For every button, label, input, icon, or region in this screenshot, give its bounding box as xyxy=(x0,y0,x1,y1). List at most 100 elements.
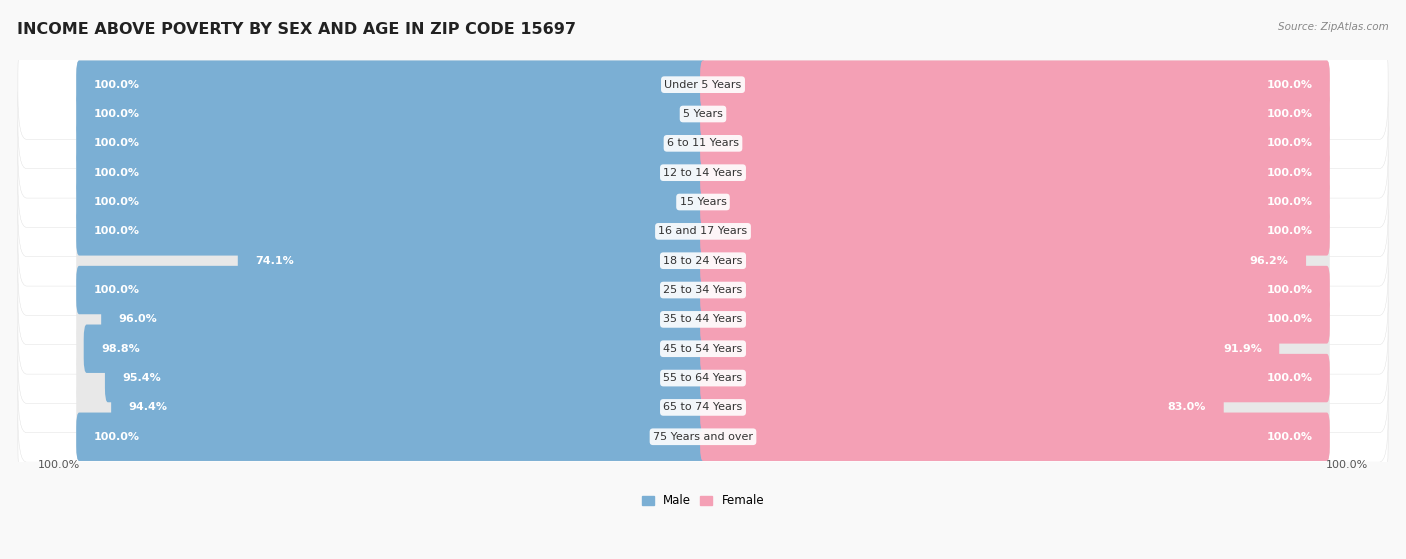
Text: 100.0%: 100.0% xyxy=(94,168,139,178)
FancyBboxPatch shape xyxy=(700,60,1330,109)
FancyBboxPatch shape xyxy=(700,383,1223,432)
FancyBboxPatch shape xyxy=(18,294,1388,404)
Text: 96.0%: 96.0% xyxy=(118,314,157,324)
FancyBboxPatch shape xyxy=(84,325,706,373)
FancyBboxPatch shape xyxy=(76,178,706,226)
Text: 45 to 54 Years: 45 to 54 Years xyxy=(664,344,742,354)
FancyBboxPatch shape xyxy=(76,325,706,373)
FancyBboxPatch shape xyxy=(700,413,1330,461)
FancyBboxPatch shape xyxy=(18,148,1388,257)
Text: 100.0%: 100.0% xyxy=(1326,459,1368,470)
FancyBboxPatch shape xyxy=(700,207,1330,255)
Text: 100.0%: 100.0% xyxy=(1267,138,1312,148)
Text: 65 to 74 Years: 65 to 74 Years xyxy=(664,402,742,413)
FancyBboxPatch shape xyxy=(18,353,1388,462)
Text: 83.0%: 83.0% xyxy=(1168,402,1206,413)
FancyBboxPatch shape xyxy=(700,325,1279,373)
FancyBboxPatch shape xyxy=(700,90,1330,138)
FancyBboxPatch shape xyxy=(76,119,706,168)
Text: 95.4%: 95.4% xyxy=(122,373,162,383)
FancyBboxPatch shape xyxy=(76,207,706,255)
Legend: Male, Female: Male, Female xyxy=(637,490,769,512)
Text: 35 to 44 Years: 35 to 44 Years xyxy=(664,314,742,324)
FancyBboxPatch shape xyxy=(700,119,1330,168)
Text: 18 to 24 Years: 18 to 24 Years xyxy=(664,255,742,266)
Text: 100.0%: 100.0% xyxy=(94,197,139,207)
Text: 100.0%: 100.0% xyxy=(94,109,139,119)
FancyBboxPatch shape xyxy=(76,149,706,197)
Text: 100.0%: 100.0% xyxy=(1267,109,1312,119)
Text: 100.0%: 100.0% xyxy=(1267,226,1312,236)
Text: 100.0%: 100.0% xyxy=(94,80,139,89)
FancyBboxPatch shape xyxy=(76,90,706,138)
FancyBboxPatch shape xyxy=(76,295,706,344)
FancyBboxPatch shape xyxy=(76,119,706,168)
FancyBboxPatch shape xyxy=(700,236,1330,285)
Text: 100.0%: 100.0% xyxy=(38,459,80,470)
FancyBboxPatch shape xyxy=(76,149,706,197)
FancyBboxPatch shape xyxy=(18,59,1388,169)
FancyBboxPatch shape xyxy=(700,354,1330,402)
FancyBboxPatch shape xyxy=(700,236,1306,285)
FancyBboxPatch shape xyxy=(18,264,1388,374)
FancyBboxPatch shape xyxy=(700,295,1330,344)
FancyBboxPatch shape xyxy=(18,206,1388,315)
FancyBboxPatch shape xyxy=(76,383,706,432)
FancyBboxPatch shape xyxy=(101,295,706,344)
FancyBboxPatch shape xyxy=(700,413,1330,461)
FancyBboxPatch shape xyxy=(76,413,706,461)
Text: 100.0%: 100.0% xyxy=(1267,314,1312,324)
FancyBboxPatch shape xyxy=(76,60,706,109)
Text: 100.0%: 100.0% xyxy=(1267,285,1312,295)
Text: 100.0%: 100.0% xyxy=(94,432,139,442)
FancyBboxPatch shape xyxy=(700,178,1330,226)
Text: INCOME ABOVE POVERTY BY SEX AND AGE IN ZIP CODE 15697: INCOME ABOVE POVERTY BY SEX AND AGE IN Z… xyxy=(17,22,576,37)
FancyBboxPatch shape xyxy=(700,119,1330,168)
FancyBboxPatch shape xyxy=(76,354,706,402)
FancyBboxPatch shape xyxy=(76,413,706,461)
FancyBboxPatch shape xyxy=(76,60,706,109)
FancyBboxPatch shape xyxy=(700,149,1330,197)
FancyBboxPatch shape xyxy=(76,90,706,138)
FancyBboxPatch shape xyxy=(76,207,706,255)
FancyBboxPatch shape xyxy=(700,90,1330,138)
FancyBboxPatch shape xyxy=(18,118,1388,228)
FancyBboxPatch shape xyxy=(76,178,706,226)
Text: 100.0%: 100.0% xyxy=(1267,197,1312,207)
FancyBboxPatch shape xyxy=(105,354,706,402)
Text: 12 to 14 Years: 12 to 14 Years xyxy=(664,168,742,178)
FancyBboxPatch shape xyxy=(700,60,1330,109)
FancyBboxPatch shape xyxy=(700,207,1330,255)
FancyBboxPatch shape xyxy=(18,323,1388,433)
FancyBboxPatch shape xyxy=(18,235,1388,345)
Text: 91.9%: 91.9% xyxy=(1223,344,1261,354)
FancyBboxPatch shape xyxy=(700,266,1330,314)
FancyBboxPatch shape xyxy=(76,266,706,314)
Text: 16 and 17 Years: 16 and 17 Years xyxy=(658,226,748,236)
FancyBboxPatch shape xyxy=(700,295,1330,344)
Text: 100.0%: 100.0% xyxy=(1267,432,1312,442)
Text: 100.0%: 100.0% xyxy=(1267,80,1312,89)
Text: 100.0%: 100.0% xyxy=(1267,373,1312,383)
Text: 55 to 64 Years: 55 to 64 Years xyxy=(664,373,742,383)
Text: 96.2%: 96.2% xyxy=(1250,255,1288,266)
FancyBboxPatch shape xyxy=(700,354,1330,402)
Text: 6 to 11 Years: 6 to 11 Years xyxy=(666,138,740,148)
Text: 75 Years and over: 75 Years and over xyxy=(652,432,754,442)
Text: 100.0%: 100.0% xyxy=(1267,168,1312,178)
FancyBboxPatch shape xyxy=(18,30,1388,139)
FancyBboxPatch shape xyxy=(76,236,706,285)
Text: Under 5 Years: Under 5 Years xyxy=(665,80,741,89)
Text: 74.1%: 74.1% xyxy=(256,255,294,266)
FancyBboxPatch shape xyxy=(700,149,1330,197)
FancyBboxPatch shape xyxy=(700,178,1330,226)
FancyBboxPatch shape xyxy=(18,89,1388,198)
FancyBboxPatch shape xyxy=(18,382,1388,491)
Text: 100.0%: 100.0% xyxy=(94,226,139,236)
Text: 100.0%: 100.0% xyxy=(94,285,139,295)
FancyBboxPatch shape xyxy=(76,266,706,314)
Text: 98.8%: 98.8% xyxy=(101,344,141,354)
Text: 94.4%: 94.4% xyxy=(128,402,167,413)
FancyBboxPatch shape xyxy=(700,383,1330,432)
FancyBboxPatch shape xyxy=(700,325,1330,373)
